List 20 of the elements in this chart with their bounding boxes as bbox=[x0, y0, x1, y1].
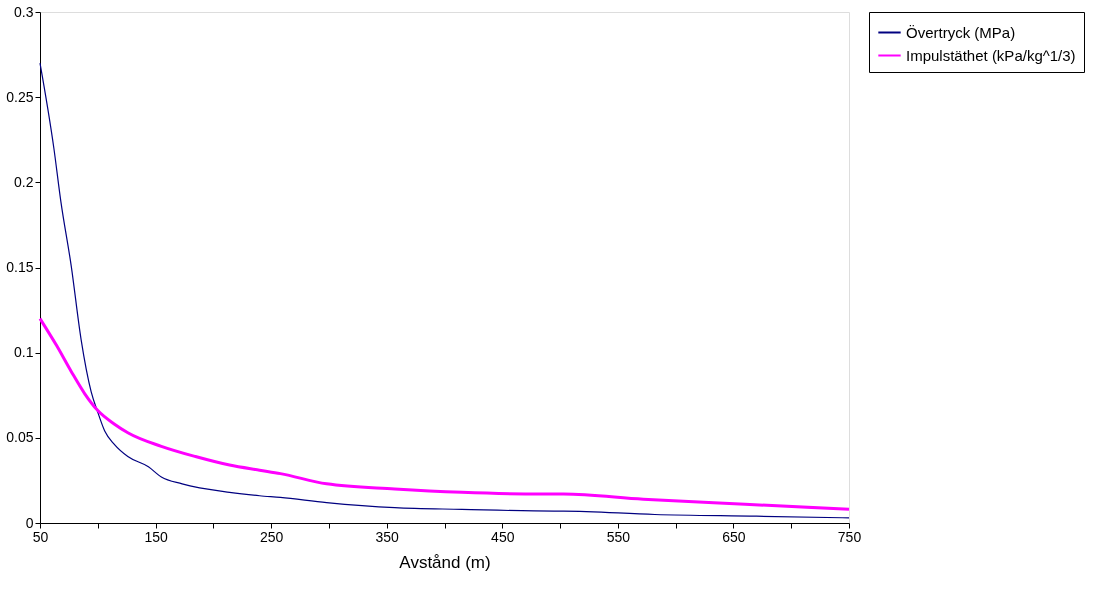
x-tick-label: 250 bbox=[259, 528, 284, 545]
line-series bbox=[39, 62, 850, 519]
y-tick-label: 0.25 bbox=[6, 88, 34, 105]
y-tick-label: 0.2 bbox=[14, 173, 34, 190]
y-tick-label: 0.15 bbox=[6, 259, 34, 275]
x-tick-label: 550 bbox=[606, 528, 631, 545]
y-tick-label: 0.05 bbox=[6, 429, 34, 446]
x-tick-label: 650 bbox=[722, 528, 746, 545]
x-tick-label: 150 bbox=[144, 528, 168, 545]
x-tick-label: 750 bbox=[837, 528, 862, 545]
x-axis-title: Avstånd (m) bbox=[399, 552, 491, 572]
legend-label: Impulstäthet (kPa/kg^1/3) bbox=[906, 46, 1076, 64]
x-tick-label: 50 bbox=[32, 528, 49, 545]
y-tick-label: 0.1 bbox=[14, 344, 34, 361]
y-tick-label: 0.3 bbox=[14, 3, 34, 20]
x-tick-label: 350 bbox=[375, 528, 400, 545]
line-series bbox=[38, 317, 851, 511]
legend-label: Övertryck (MPa) bbox=[906, 23, 1016, 41]
y-tick-label: 0 bbox=[25, 514, 34, 531]
x-tick-label: 450 bbox=[491, 528, 515, 545]
